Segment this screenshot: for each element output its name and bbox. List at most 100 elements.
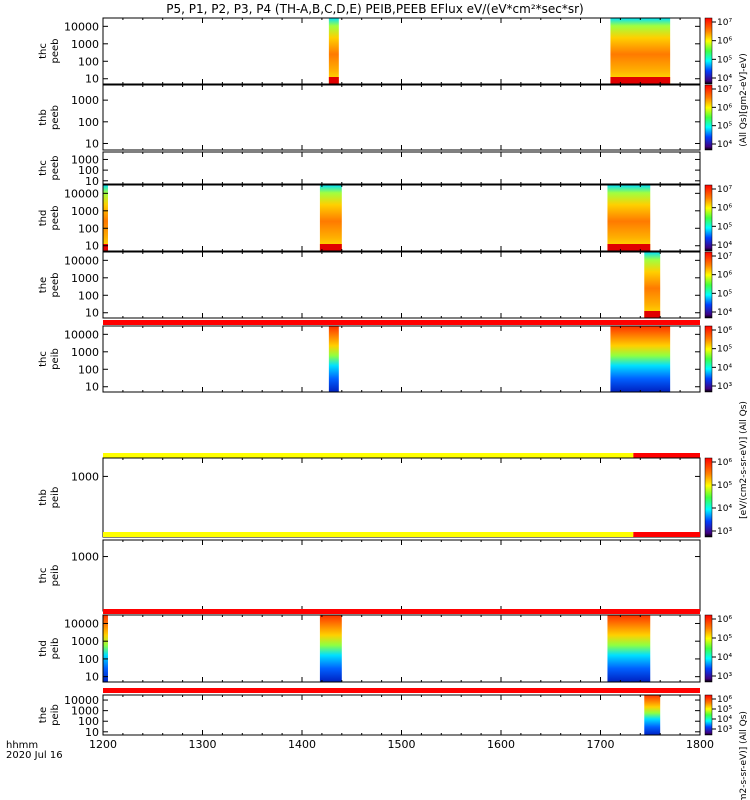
colorbar-label: 10⁵ <box>717 55 732 65</box>
colorbar-label: 10⁵ <box>717 222 732 232</box>
mode-bar <box>103 609 700 614</box>
colorbar-label: 10⁵ <box>717 345 732 355</box>
colorbar-label: 10⁴ <box>717 653 732 663</box>
panel-frame <box>102 84 701 151</box>
panel-frame <box>102 539 701 612</box>
colorbar-units-label: [eV/(cm2-s-sr-eV)] (All Qs) <box>739 401 749 519</box>
y-tick-label: 10 <box>85 137 99 150</box>
y-tick-label: 1000 <box>71 705 99 718</box>
date-label: 2020 Jul 16 <box>6 750 63 761</box>
y-tick-label: 1000 <box>71 346 99 359</box>
chart-title: P5, P1, P2, P3, P4 (TH-A,B,C,D,E) PEIB,P… <box>166 2 584 16</box>
low-energy-band <box>319 244 342 251</box>
spectrum-block <box>328 326 339 392</box>
y-tick-label: 100 <box>78 116 99 129</box>
colorbar <box>704 457 713 538</box>
y-tick-label: 100 <box>78 289 99 302</box>
y-tick-label: 1000 <box>71 38 99 51</box>
y-tick-label: 10000 <box>64 254 99 267</box>
y-tick-label: 10 <box>85 240 99 253</box>
y-tick-label: 1000 <box>71 153 99 166</box>
low-energy-band <box>103 244 108 251</box>
y-tick-label: 10000 <box>64 617 99 630</box>
y-tick-label: 10 <box>85 726 99 739</box>
y-tick-label: 1000 <box>71 635 99 648</box>
colorbar <box>704 325 713 393</box>
colorbar-label: 10³ <box>717 725 732 735</box>
colorbar-label: 10⁶ <box>717 695 732 705</box>
y-tick-label: 10 <box>85 671 99 684</box>
colorbar-label: 10⁷ <box>717 85 732 95</box>
colorbar <box>704 614 713 683</box>
x-tick-label: 1800 <box>686 738 714 751</box>
mode-bar <box>103 688 700 693</box>
x-tick-label: 1300 <box>189 738 217 751</box>
low-energy-band <box>328 77 339 84</box>
colorbar-label: 10⁶ <box>717 204 732 214</box>
panel-label-top: thd <box>38 640 49 657</box>
panel-label-bottom: peib <box>50 638 61 660</box>
colorbar-label: 10⁵ <box>717 481 732 491</box>
colorbar-label: 10⁴ <box>717 363 732 373</box>
panel-label-bottom: peib <box>50 565 61 587</box>
low-energy-band <box>607 244 651 251</box>
mode-bar <box>103 453 634 458</box>
panel-label-top: thc <box>38 351 49 367</box>
y-tick-label: 100 <box>78 164 99 177</box>
x-tick-label: 1700 <box>587 738 615 751</box>
spectrum-block <box>610 326 671 392</box>
colorbar-label: 10⁶ <box>717 458 732 468</box>
colorbar <box>704 84 713 151</box>
y-tick-label: 100 <box>78 55 99 68</box>
colorbar-label: 10⁶ <box>717 615 732 625</box>
y-tick-label: 10 <box>85 307 99 320</box>
colorbar-units-label: (All Qs)[gm2-eV]-eV) <box>739 53 749 146</box>
colorbar <box>704 694 713 736</box>
panel-label-bottom: peib <box>50 704 61 726</box>
y-tick-label: 10 <box>85 175 99 188</box>
y-tick-label: 10000 <box>64 694 99 707</box>
spectrum-block <box>319 185 342 251</box>
y-tick-label: 1000 <box>71 551 99 564</box>
spectrum-block <box>103 185 108 251</box>
panel-label-top: thc <box>38 160 49 176</box>
colorbar <box>704 251 713 319</box>
y-tick-label: 10000 <box>64 328 99 341</box>
colorbar <box>704 184 713 252</box>
y-tick-label: 1000 <box>71 205 99 218</box>
x-tick-label: 1500 <box>388 738 416 751</box>
low-energy-band <box>644 311 661 318</box>
panel-frame <box>102 251 701 319</box>
colorbar-units-label: [eV/(cm2-s-sr-eV)] (All Qs) <box>739 711 749 800</box>
panel-label-bottom: peeb <box>50 273 61 298</box>
panel-label-top: thb <box>38 109 49 126</box>
colorbar-label: 10⁷ <box>717 252 732 262</box>
y-tick-label: 1000 <box>71 470 99 483</box>
spectrum-block <box>644 252 661 318</box>
y-tick-label: 100 <box>78 715 99 728</box>
colorbar-label: 10⁷ <box>717 18 732 28</box>
panel-label-bottom: peib <box>50 487 61 509</box>
y-tick-label: 10000 <box>64 187 99 200</box>
x-axis-label: hhmm <box>6 740 39 751</box>
panel-label-bottom: peeb <box>50 105 61 130</box>
colorbar-label: 10⁵ <box>717 289 732 299</box>
y-tick-label: 10 <box>85 381 99 394</box>
y-tick-label: 10000 <box>64 20 99 33</box>
panel-label-top: the <box>38 707 49 723</box>
mode-bar <box>103 320 700 325</box>
colorbar-label: 10⁴ <box>717 504 732 514</box>
panel-label-top: thc <box>38 43 49 59</box>
panel-label-bottom: peeb <box>50 39 61 64</box>
colorbar-label: 10⁶ <box>717 326 732 336</box>
colorbar-label: 10⁴ <box>717 74 732 84</box>
spectrum-block <box>319 615 342 682</box>
colorbar-label: 10⁴ <box>717 241 732 251</box>
y-tick-label: 1000 <box>71 272 99 285</box>
y-tick-label: 1000 <box>71 94 99 107</box>
colorbar-label: 10⁴ <box>717 308 732 318</box>
y-tick-label: 100 <box>78 653 99 666</box>
panel-label-top: thb <box>38 489 49 506</box>
spectrum-block <box>328 18 339 84</box>
low-energy-band <box>610 77 671 84</box>
